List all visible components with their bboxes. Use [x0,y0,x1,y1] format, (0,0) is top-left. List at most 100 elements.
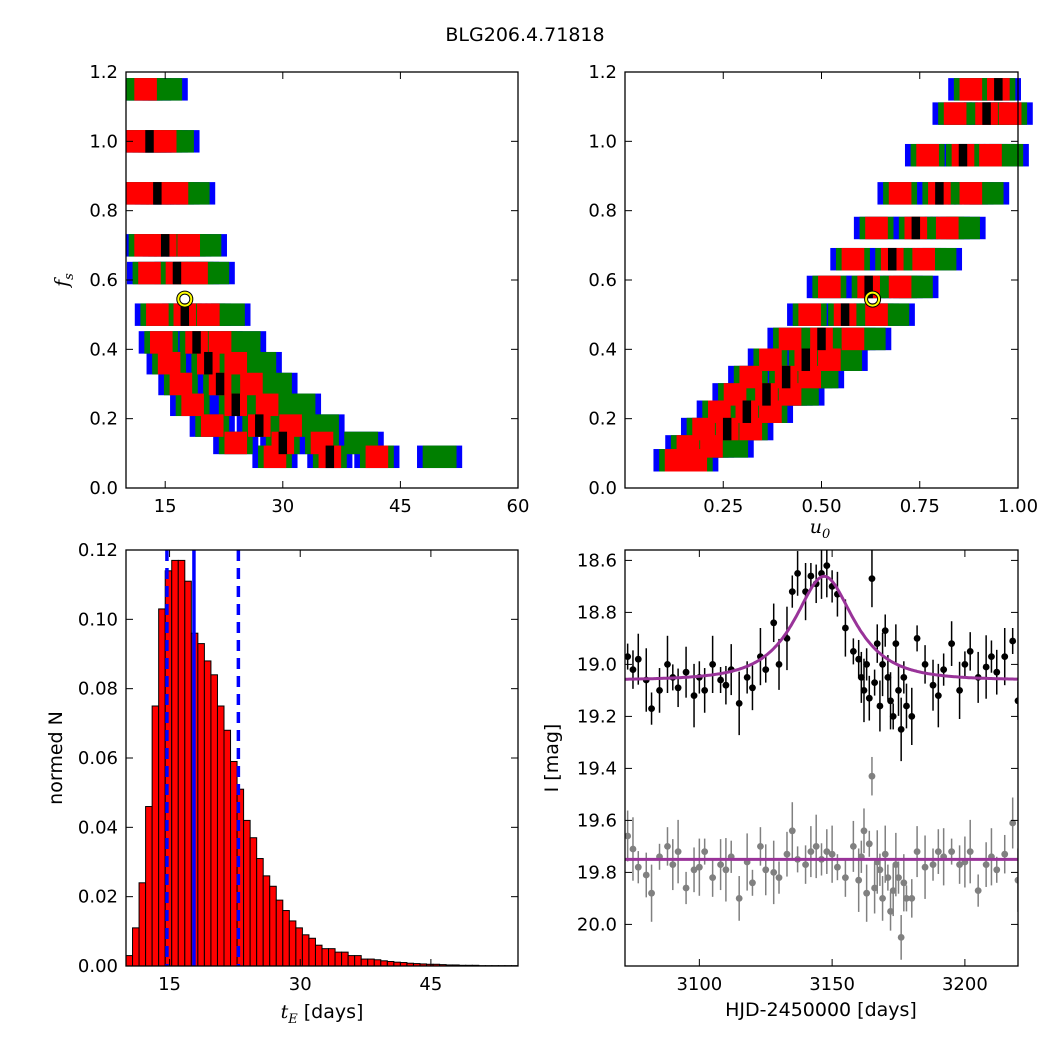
heatmap-cell-red [240,372,263,396]
data-point [887,697,894,705]
heatmap-cell-black [887,247,897,271]
panel-fs-vs-u0: 0.25 0.50 0.75 1.00 0.0 0.2 0.4 0.6 0.8 1.0 1.2 u0 [588,62,1038,542]
data-point [775,661,783,668]
data-point [794,570,802,577]
heatmap-cell-black [864,275,873,299]
heatmap-cell-red [759,400,782,423]
data-point [664,843,671,850]
data-point [802,861,809,868]
histogram-bar [125,955,134,967]
data-point [921,863,929,871]
heatmap-cell-black [742,400,752,423]
data-point [895,874,902,881]
heatmap-cell-black [935,182,944,205]
data-point [871,884,879,892]
heatmap-cell-red [723,383,747,406]
data-point [903,702,910,710]
heatmap-cell-black [325,445,335,469]
heatmap-cell-red [841,327,865,351]
data-point [656,687,663,694]
data-point [860,687,868,694]
heatmap-cell-red [185,261,208,285]
heatmap-cell-red [134,234,157,257]
heatmap-cell-red [959,182,983,205]
histogram-bar [275,899,284,967]
data-point [709,874,717,881]
data-point [788,588,796,595]
histogram-bar [203,660,212,967]
data-point [788,827,796,835]
histogram-bar [158,608,166,967]
data-point [895,687,902,694]
data-point [881,850,889,858]
data-point [940,666,948,673]
y-tick-label: 0.8 [588,201,617,222]
panel-tl-ylabel-main: f [51,277,73,289]
heatmap-cell-black [994,78,1003,101]
heatmap-cell-black [180,303,190,326]
best-fit-marker [177,291,193,307]
y-tick-label: 0.0 [89,478,118,499]
y-tick-label: 0.12 [78,540,118,561]
histogram-bar [360,958,369,967]
data-point [871,679,879,686]
panel-br-content [625,550,1018,960]
x-tick-label: 0.25 [703,496,743,517]
y-tick-label: 0.4 [89,339,118,360]
data-point [682,884,690,892]
heatmap-cell-red [197,303,220,326]
data-point [634,863,642,871]
data-point [929,681,937,689]
data-point [857,674,865,681]
x-tick-label: 0.50 [801,496,841,517]
heatmap-cell-red [279,414,302,437]
heatmap-cell-green [226,331,261,354]
heatmap-cell-red [912,247,935,271]
histogram-bar [197,643,205,967]
data-point [690,866,698,874]
data-point [881,627,889,634]
heatmap-cell-black [840,303,850,326]
data-point [757,843,764,850]
data-point [625,832,632,840]
heatmap-cell-black [958,143,968,167]
data-point [934,692,942,699]
data-point [897,726,905,733]
heatmap-cell-red [979,143,1002,167]
heatmap-cell-black [153,182,162,205]
heatmap-cell-red [935,216,959,240]
data-point [629,666,637,673]
data-point [735,700,743,707]
y-tick-label: 18.6 [577,550,617,571]
panel-br-frame [624,549,1019,967]
histogram-bar [321,948,330,967]
panel-tr-xlabel-sub: 0 [822,527,830,542]
figure-title: BLG206.4.71818 [445,24,604,46]
data-point [956,861,963,868]
heatmap-cell-black [911,216,921,240]
panel-bl-ylabel: normed N [45,711,67,805]
data-point [642,871,650,879]
data-point [993,866,1001,874]
histogram-bar [132,927,140,967]
data-point [841,874,849,881]
heatmap-cell-red [365,445,389,469]
histogram-bar [328,948,336,967]
data-point [900,674,908,681]
histogram-bar [138,882,147,967]
panel-bl-xlabel-sub: E [287,1012,298,1027]
data-point [1009,819,1017,827]
heatmap-cell-black [801,348,811,371]
data-point [701,848,709,855]
x-tick-label: 3100 [676,974,722,995]
data-point [722,866,730,874]
data-point [807,848,815,855]
data-point [913,848,921,855]
heatmap-cell-red [759,348,782,371]
heatmap-cell-green [305,414,339,437]
y-tick-label: 0.4 [588,339,617,360]
x-tick-label: 1.00 [998,496,1038,517]
data-point [884,674,892,681]
heatmap-cell-red [998,102,1022,125]
heatmap-cell-red [778,383,802,406]
